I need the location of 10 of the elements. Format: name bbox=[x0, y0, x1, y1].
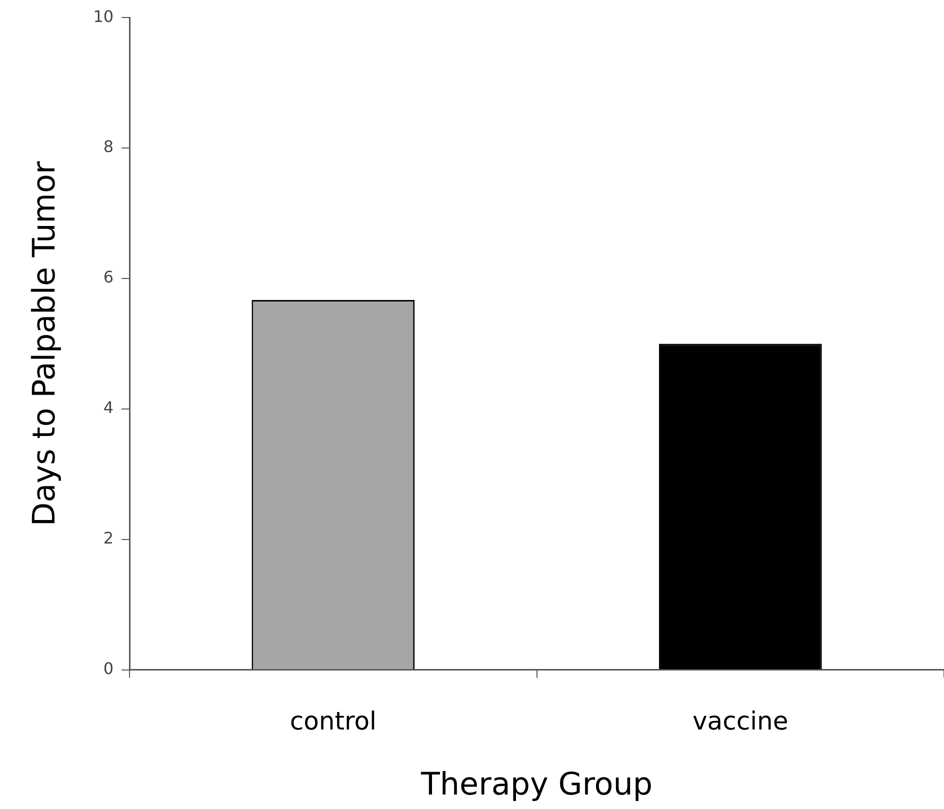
y-tick-label: 6 bbox=[103, 268, 114, 287]
x-axis-title: Therapy Group bbox=[420, 766, 653, 802]
y-tick-label: 0 bbox=[103, 658, 114, 678]
x-tick-label: vaccine bbox=[692, 706, 788, 736]
y-tick-label: 2 bbox=[103, 528, 114, 548]
y-tick-label: 10 bbox=[93, 6, 114, 26]
y-tick-label: 4 bbox=[103, 398, 114, 418]
x-tick-label: control bbox=[290, 706, 377, 736]
y-tick-label: 8 bbox=[103, 137, 114, 156]
y-axis-title: Days to Palpable Tumor bbox=[26, 161, 63, 526]
